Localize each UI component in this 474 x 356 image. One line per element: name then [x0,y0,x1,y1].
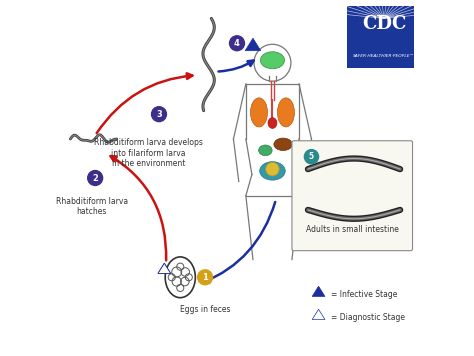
Circle shape [88,171,102,185]
Text: 1: 1 [202,273,208,282]
Ellipse shape [250,98,267,127]
Polygon shape [312,286,325,297]
Circle shape [229,36,245,51]
Ellipse shape [165,257,195,298]
FancyBboxPatch shape [292,141,412,251]
Polygon shape [245,38,261,51]
Text: 5: 5 [309,152,314,161]
Circle shape [304,150,319,164]
Ellipse shape [266,162,279,176]
Text: Rhabditiform larva
hatches: Rhabditiform larva hatches [55,197,128,216]
Text: 4: 4 [234,39,240,48]
Polygon shape [158,263,171,273]
Text: Eggs in feces: Eggs in feces [180,305,230,314]
Text: SAFER·HEALTHIER·PEOPLE™: SAFER·HEALTHIER·PEOPLE™ [353,54,415,58]
Ellipse shape [260,52,284,69]
FancyBboxPatch shape [347,6,416,68]
Circle shape [152,107,166,122]
Text: Rhabditiform larva develops
into filariform larva
in the environment: Rhabditiform larva develops into filarif… [94,138,203,168]
Text: 2: 2 [92,173,98,183]
Ellipse shape [274,138,292,151]
Ellipse shape [277,98,294,127]
Text: 3: 3 [156,110,162,119]
Ellipse shape [259,145,272,156]
Text: = Infective Stage: = Infective Stage [331,290,397,299]
Text: CDC: CDC [362,15,406,33]
Ellipse shape [268,118,277,129]
Circle shape [198,270,212,285]
Text: = Diagnostic Stage: = Diagnostic Stage [331,313,405,322]
Text: Adults in small intestine: Adults in small intestine [306,225,399,234]
Ellipse shape [260,162,285,180]
